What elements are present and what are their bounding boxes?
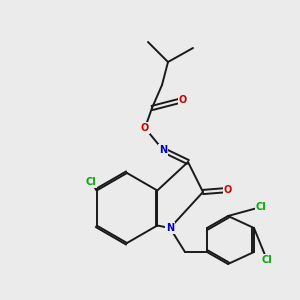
Text: N: N (159, 145, 167, 155)
Text: Cl: Cl (262, 255, 272, 265)
Text: N: N (166, 223, 174, 233)
Text: Cl: Cl (85, 177, 96, 187)
Text: O: O (141, 123, 149, 133)
Text: O: O (224, 185, 232, 195)
Text: O: O (179, 95, 187, 105)
Text: Cl: Cl (256, 202, 266, 212)
